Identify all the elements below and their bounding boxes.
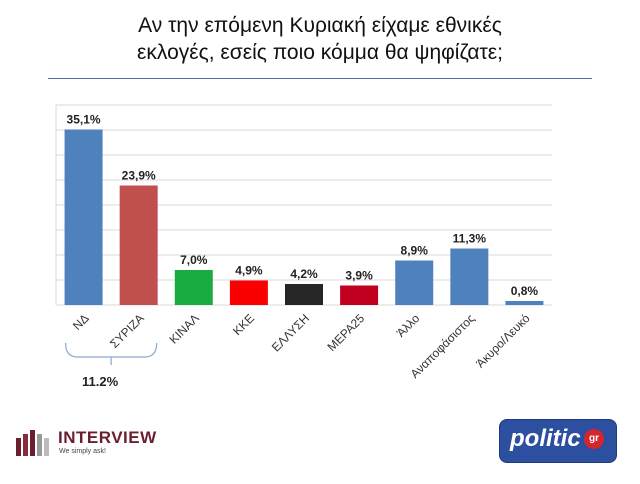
bar-3: [174, 270, 213, 305]
category-label-5: ΕΛΛΥΣΗ: [269, 311, 312, 354]
category-label-4: ΚΚΕ: [230, 311, 257, 338]
interview-logo-name: INTERVIEW: [58, 428, 157, 447]
bar-8: [450, 248, 489, 305]
interview-logo-mark-icon: [16, 430, 49, 456]
category-label-7: Άλλο: [394, 311, 423, 340]
category-label-2: ΣΥΡΙΖΑ: [107, 311, 147, 351]
bar-6: [340, 285, 379, 305]
politic-logo-name: politic: [510, 425, 581, 452]
bar-1: [64, 129, 103, 305]
title-divider: [48, 78, 592, 79]
data-label-2: 23,9%: [122, 169, 156, 183]
data-label-7: 8,9%: [401, 244, 429, 258]
bar-7: [395, 260, 434, 305]
politic-logo: politic gr: [500, 420, 616, 462]
data-label-9: 0,8%: [511, 284, 539, 298]
category-label-3: ΚΙΝΑΛ: [167, 311, 202, 346]
politic-logo-suffix: gr: [584, 429, 604, 449]
data-label-4: 4,9%: [235, 264, 263, 278]
data-label-1: 35,1%: [67, 113, 101, 127]
category-label-9: Άκυρο/Λευκό: [473, 311, 533, 371]
bar-4: [229, 280, 268, 305]
data-label-8: 11,3%: [453, 232, 487, 246]
bar-2: [119, 185, 158, 305]
bar-5: [285, 284, 323, 305]
category-label-6: ΜΕΡΑ25: [324, 311, 367, 354]
data-label-3: 7,0%: [180, 253, 208, 267]
combined-gap-label: 11.2%: [82, 374, 119, 389]
interview-logo: INTERVIEW We simply ask!: [14, 424, 174, 460]
bar-9: [505, 301, 544, 305]
category-label-1: ΝΔ: [70, 311, 92, 333]
interview-logo-tagline: We simply ask!: [59, 448, 106, 455]
bar-chart: 35,1% ΝΔ 23,9% ΣΥΡΙΖΑ 7,0% ΚΙΝΑΛ 4,9% ΚΚΕ 4,2% ΕΛ…: [55, 104, 552, 381]
chart-title: Αν την επόμενη Κυριακή είχαμε εθνικές εκ…: [0, 12, 640, 66]
data-label-5: 4,2%: [290, 267, 318, 281]
data-label-6: 3,9%: [345, 269, 373, 283]
title-line-2: εκλογές, εσείς ποιο κόμμα θα ψηφίζατε;: [137, 41, 503, 64]
title-line-1: Αν την επόμενη Κυριακή είχαμε εθνικές: [138, 14, 502, 37]
